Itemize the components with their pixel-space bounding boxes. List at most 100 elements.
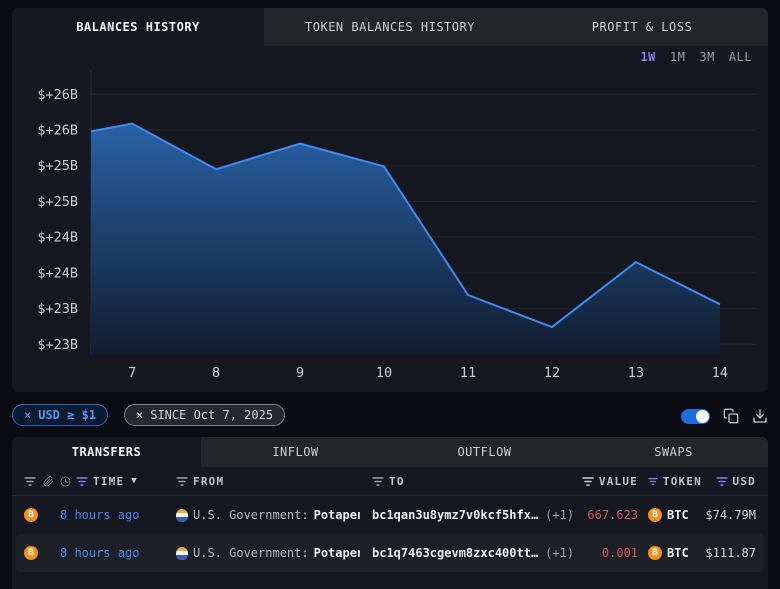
filter-chip-since[interactable]: × SINCE Oct 7, 2025 [124, 404, 286, 426]
column-usd[interactable]: USD [702, 475, 756, 488]
tx-value: 667.623 [587, 508, 638, 522]
remove-filter-icon[interactable]: × [136, 408, 144, 422]
value-filter-icon[interactable] [582, 476, 594, 487]
chart-axis-labels: $+26B $+26B $+25B $+25B $+24B $+24B $+23B $+23B… [37, 87, 728, 381]
to-filter-icon[interactable] [372, 476, 384, 487]
svg-text:$+23B: $+23B [37, 337, 78, 353]
filter-chip-usd[interactable]: × USD ≥ $1 [12, 404, 109, 426]
range-1w[interactable]: 1W [640, 50, 656, 64]
toggle-knob [696, 409, 709, 423]
chevron-down-icon: ▼ [131, 476, 138, 486]
svg-text:$+26B: $+26B [37, 123, 78, 139]
to-address[interactable]: bc1qan3u8ymz7v0kcf5hfx… [372, 508, 539, 522]
from-name: Potapen… [313, 546, 360, 560]
table-header: TIME ▼ FROM TO VALUE TOKEN USD [12, 467, 768, 496]
column-from[interactable]: FROM [160, 475, 360, 488]
table-row[interactable]: 8 hours ago U.S. Government: Potapen… bc… [16, 534, 764, 572]
download-icon[interactable] [752, 408, 768, 424]
us-government-entity-icon [176, 546, 188, 560]
token-symbol: BTC [667, 508, 689, 522]
tx-time-link[interactable]: 8 hours ago [60, 508, 140, 522]
svg-text:$+24B: $+24B [37, 265, 78, 281]
svg-text:12: 12 [544, 365, 560, 381]
tab-swaps-label: SWAPS [654, 445, 693, 459]
tx-to[interactable]: bc1q7463cgevm8zxc400tt… (+1) [360, 546, 576, 560]
tab-transfers[interactable]: TRANSFERS [12, 437, 201, 467]
chart-actions [681, 408, 768, 424]
usd-filter-icon[interactable] [715, 476, 728, 487]
table-row[interactable]: 8 hours ago U.S. Government: Potapen… bc… [12, 496, 768, 534]
column-token-label: TOKEN [662, 474, 702, 488]
tab-profit-loss[interactable]: PROFIT & LOSS [516, 8, 768, 46]
tx-usd: $74.79M [705, 508, 756, 522]
balances-area-chart[interactable]: $+26B $+26B $+25B $+25B $+24B $+24B $+23B $+23B… [12, 54, 768, 384]
tx-to[interactable]: bc1qan3u8ymz7v0kcf5hfx… (+1) [360, 508, 576, 522]
tx-value: 0.001 [601, 546, 638, 560]
from-entity: U.S. Government: [193, 546, 309, 560]
copy-icon[interactable] [723, 408, 739, 424]
to-additional-count: (+1) [545, 546, 575, 560]
svg-text:$+25B: $+25B [37, 158, 78, 174]
svg-text:13: 13 [628, 365, 644, 381]
clock-icon [60, 476, 71, 487]
tab-token-balances-history[interactable]: TOKEN BALANCES HISTORY [264, 8, 516, 46]
tx-usd: $111.87 [705, 546, 756, 560]
svg-text:$+24B: $+24B [37, 230, 78, 246]
svg-text:10: 10 [376, 365, 392, 381]
column-time-label: TIME [93, 474, 125, 488]
tx-from[interactable]: U.S. Government: Potapen… [160, 508, 360, 522]
balances-history-card: BALANCES HISTORY TOKEN BALANCES HISTORY … [12, 8, 768, 392]
tab-outflow[interactable]: OUTFLOW [390, 437, 579, 467]
time-filter-icon[interactable] [76, 476, 88, 487]
svg-text:$+25B: $+25B [37, 194, 78, 210]
from-filter-icon[interactable] [176, 476, 188, 487]
transfers-card: TRANSFERS INFLOW OUTFLOW SWAPS TIME ▼ [12, 437, 768, 589]
chart-series [90, 122, 721, 355]
tab-transfers-label: TRANSFERS [71, 445, 142, 459]
chain-filter-icon[interactable] [24, 476, 36, 487]
btc-token-icon [648, 508, 662, 522]
tab-token-balances-history-label: TOKEN BALANCES HISTORY [305, 20, 475, 34]
tab-swaps[interactable]: SWAPS [579, 437, 768, 467]
remove-filter-icon[interactable]: × [24, 408, 32, 422]
to-additional-count: (+1) [545, 508, 575, 522]
column-usd-label: USD [732, 474, 756, 488]
btc-chain-icon [24, 546, 38, 560]
tab-inflow[interactable]: INFLOW [201, 437, 390, 467]
usd-toggle[interactable] [681, 408, 710, 424]
column-to[interactable]: TO [360, 475, 576, 488]
column-to-label: TO [389, 474, 405, 488]
filter-chip-usd-label: USD ≥ $1 [38, 408, 97, 422]
range-1m[interactable]: 1M [669, 50, 686, 64]
svg-text:9: 9 [296, 365, 304, 381]
svg-text:7: 7 [128, 365, 136, 381]
filter-chip-since-label: SINCE Oct 7, 2025 [150, 408, 274, 422]
to-address[interactable]: bc1q7463cgevm8zxc400tt… [372, 546, 539, 560]
tx-from[interactable]: U.S. Government: Potapen… [160, 546, 360, 560]
tx-time-link[interactable]: 8 hours ago [60, 546, 140, 560]
token-filter-icon[interactable] [648, 476, 658, 487]
chart-tabbar: BALANCES HISTORY TOKEN BALANCES HISTORY … [12, 8, 768, 46]
svg-text:$+23B: $+23B [37, 301, 78, 317]
btc-token-icon [648, 546, 662, 560]
column-from-label: FROM [193, 474, 225, 488]
table-tabbar: TRANSFERS INFLOW OUTFLOW SWAPS [12, 437, 768, 467]
column-value-label: VALUE [598, 474, 638, 488]
filter-bar: × USD ≥ $1 × SINCE Oct 7, 2025 [12, 404, 768, 430]
from-entity: U.S. Government: [193, 508, 309, 522]
range-all[interactable]: ALL [728, 50, 752, 64]
column-token[interactable]: TOKEN [638, 475, 702, 488]
column-time[interactable]: TIME ▼ [60, 475, 160, 488]
from-name: Potapen… [313, 508, 360, 522]
range-3m[interactable]: 3M [699, 50, 715, 64]
link-icon[interactable] [43, 475, 54, 487]
us-government-entity-icon [176, 508, 188, 522]
svg-text:14: 14 [712, 365, 728, 381]
tab-balances-history[interactable]: BALANCES HISTORY [12, 8, 264, 46]
btc-chain-icon [24, 508, 38, 522]
column-value[interactable]: VALUE [576, 475, 638, 488]
svg-text:8: 8 [212, 365, 220, 381]
token-symbol: BTC [667, 546, 689, 560]
tab-profit-loss-label: PROFIT & LOSS [591, 20, 693, 34]
tab-inflow-label: INFLOW [272, 445, 319, 459]
